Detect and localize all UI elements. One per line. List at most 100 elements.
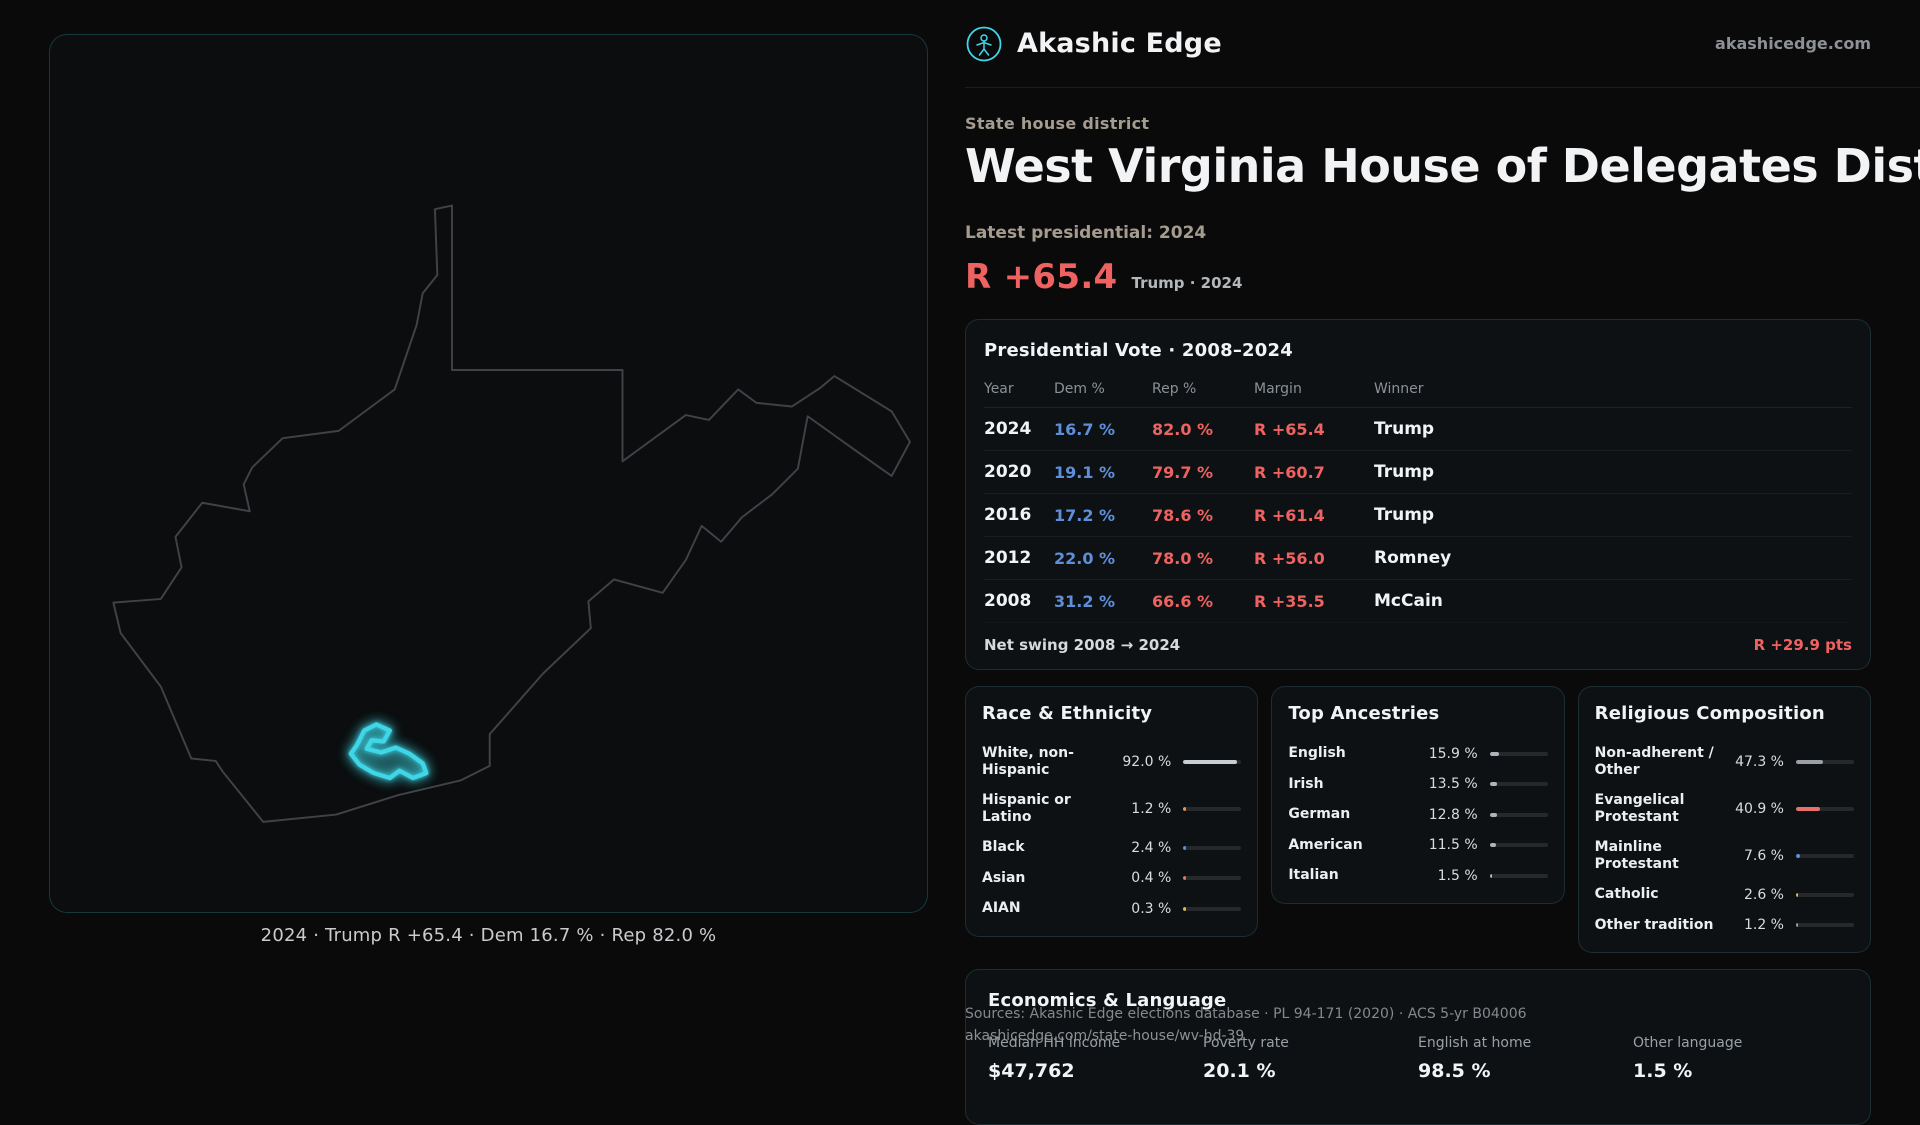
- stat-bar-fill: [1489, 782, 1498, 787]
- stat-label: Italian: [1288, 867, 1339, 884]
- stat-bar: [1796, 923, 1854, 928]
- district-map-panel: [49, 34, 928, 913]
- table-row: 2012 22.0 % 78.0 % R +56.0 Romney: [984, 537, 1852, 581]
- stat-bar: [1489, 751, 1548, 756]
- cell-margin: R +61.4: [1254, 505, 1325, 525]
- cell-dem: 22.0 %: [1054, 548, 1116, 568]
- stat-bar-fill: [1183, 906, 1186, 911]
- stat-bar-fill: [1183, 759, 1237, 764]
- stat-bar-fill: [1489, 812, 1498, 817]
- cell-margin: R +60.7: [1254, 462, 1325, 482]
- stat-bar-fill: [1183, 845, 1186, 850]
- table-row: 2024 16.7 % 82.0 % R +65.4 Trump: [984, 408, 1852, 452]
- stat-bar-fill: [1183, 876, 1186, 881]
- cell-rep: 82.0 %: [1152, 419, 1214, 439]
- col-winner: Winner: [1374, 381, 1424, 398]
- stat-bar-fill: [1489, 843, 1497, 848]
- econ-stat-label: Other language: [1633, 1035, 1743, 1052]
- cell-rep: 66.6 %: [1152, 591, 1214, 611]
- district-39-highlight[interactable]: [348, 722, 429, 781]
- table-row: 2008 31.2 % 66.6 % R +35.5 McCain: [984, 580, 1852, 622]
- dashboard-page: { "theme": { "accent-red": "#ee6361", "a…: [49, 26, 1920, 1125]
- stat-bar: [1489, 843, 1548, 848]
- stat-label: Mainline Protestant: [1594, 839, 1679, 872]
- net-swing-label: Net swing 2008 → 2024: [984, 636, 1181, 655]
- stat-label: English: [1288, 745, 1346, 762]
- economics-stats-row: Median HH income $47,762 Poverty rate 20…: [988, 1035, 1848, 1082]
- stat-label: Catholic: [1594, 886, 1659, 903]
- stat-label: Black: [982, 839, 1025, 856]
- econ-stat: English at home 98.5 %: [1418, 1035, 1633, 1082]
- headline-row: R +65.4 Trump · 2024: [965, 257, 1871, 297]
- econ-stat: Other language 1.5 %: [1633, 1035, 1848, 1082]
- stat-row: Black 2.4 %: [982, 832, 1242, 863]
- stat-label: Non-adherent / Other: [1594, 745, 1714, 778]
- stat-value: 47.3 %: [1735, 753, 1784, 770]
- stat-label: Irish: [1288, 775, 1324, 792]
- cell-rep: 78.6 %: [1152, 505, 1214, 525]
- stat-bar: [1796, 806, 1854, 811]
- brand-name: Akashic Edge: [1017, 28, 1222, 59]
- col-rep: Rep %: [1152, 381, 1197, 398]
- stat-bar-fill: [1796, 806, 1820, 811]
- top-ancestries-title: Top Ancestries: [1288, 703, 1440, 725]
- stat-value: 0.3 %: [1131, 900, 1172, 917]
- kicker-label: State house district: [965, 114, 1150, 133]
- stat-value: 7.6 %: [1743, 847, 1784, 864]
- stat-bar: [1796, 759, 1854, 764]
- cell-margin: R +65.4: [1254, 419, 1325, 439]
- stat-label: German: [1288, 806, 1351, 823]
- econ-stat-label: Median HH income: [988, 1035, 1121, 1052]
- cell-year: 2016: [984, 505, 1032, 526]
- race-rows: White, non-Hispanic 92.0 % Hispanic or L…: [982, 738, 1242, 924]
- cell-year: 2008: [984, 591, 1032, 612]
- stat-row: Other tradition 1.2 %: [1595, 910, 1854, 941]
- stat-bar: [1489, 812, 1548, 817]
- stat-value: 1.2 %: [1743, 917, 1784, 934]
- econ-stat-value: 1.5 %: [1633, 1060, 1693, 1083]
- cell-margin: R +35.5: [1254, 591, 1325, 611]
- cell-winner: Trump: [1374, 505, 1435, 526]
- stat-bar: [1489, 873, 1548, 878]
- econ-stat-value: 20.1 %: [1203, 1060, 1276, 1083]
- top-ancestries-card: Top Ancestries English 15.9 % Irish 13.5…: [1271, 686, 1565, 904]
- cell-winner: Romney: [1374, 548, 1452, 569]
- cell-year: 2024: [984, 419, 1032, 440]
- stat-row: German 12.8 %: [1288, 799, 1548, 830]
- cell-rep: 79.7 %: [1152, 462, 1214, 482]
- latest-presidential-label: Latest presidential: 2024: [965, 223, 1207, 244]
- permalink-line[interactable]: akashicedge.com/state-house/wv-hd-39: [965, 1027, 1245, 1044]
- col-year: Year: [984, 381, 1014, 398]
- cell-year: 2020: [984, 462, 1032, 483]
- econ-stat: Median HH income $47,762: [988, 1035, 1203, 1082]
- stat-value: 13.5 %: [1428, 776, 1478, 793]
- religion-rows: Non-adherent / Other 47.3 % Evangelical …: [1595, 738, 1854, 940]
- table-row: 2020 19.1 % 79.7 % R +60.7 Trump: [984, 451, 1852, 495]
- race-ethnicity-title: Race & Ethnicity: [982, 703, 1153, 725]
- stat-label: AIAN: [982, 900, 1021, 917]
- cell-dem: 19.1 %: [1054, 462, 1116, 482]
- stat-bar: [1796, 853, 1854, 858]
- brand-domain-link[interactable]: akashicedge.com: [1715, 34, 1871, 53]
- detail-column: Akashic Edge akashicedge.com State house…: [965, 0, 1920, 1125]
- econ-stat-label: Poverty rate: [1203, 1035, 1289, 1052]
- stat-bar: [1183, 806, 1242, 811]
- cell-dem: 16.7 %: [1054, 419, 1116, 439]
- state-outline: [112, 204, 911, 823]
- stat-value: 2.4 %: [1131, 839, 1172, 856]
- site-header: Akashic Edge akashicedge.com: [965, 0, 1920, 88]
- demographics-row: Race & Ethnicity White, non-Hispanic 92.…: [965, 686, 1871, 954]
- table-header-row: Year Dem % Rep % Margin Winner: [984, 375, 1852, 409]
- page-title: West Virginia House of Delegates Distric…: [965, 139, 1920, 193]
- cell-winner: Trump: [1374, 462, 1435, 483]
- stat-value: 2.6 %: [1743, 886, 1784, 903]
- ancestry-rows: English 15.9 % Irish 13.5 % German 12.8 …: [1288, 738, 1548, 891]
- stat-row: English 15.9 %: [1288, 738, 1548, 769]
- stat-value: 92.0 %: [1122, 753, 1172, 770]
- cell-dem: 17.2 %: [1054, 505, 1116, 525]
- stat-bar: [1489, 782, 1548, 787]
- akashic-edge-logo[interactable]: [965, 25, 1003, 63]
- stat-label: Evangelical Protestant: [1594, 792, 1685, 825]
- cell-margin: R +56.0: [1254, 548, 1325, 568]
- stat-value: 15.9 %: [1428, 745, 1478, 762]
